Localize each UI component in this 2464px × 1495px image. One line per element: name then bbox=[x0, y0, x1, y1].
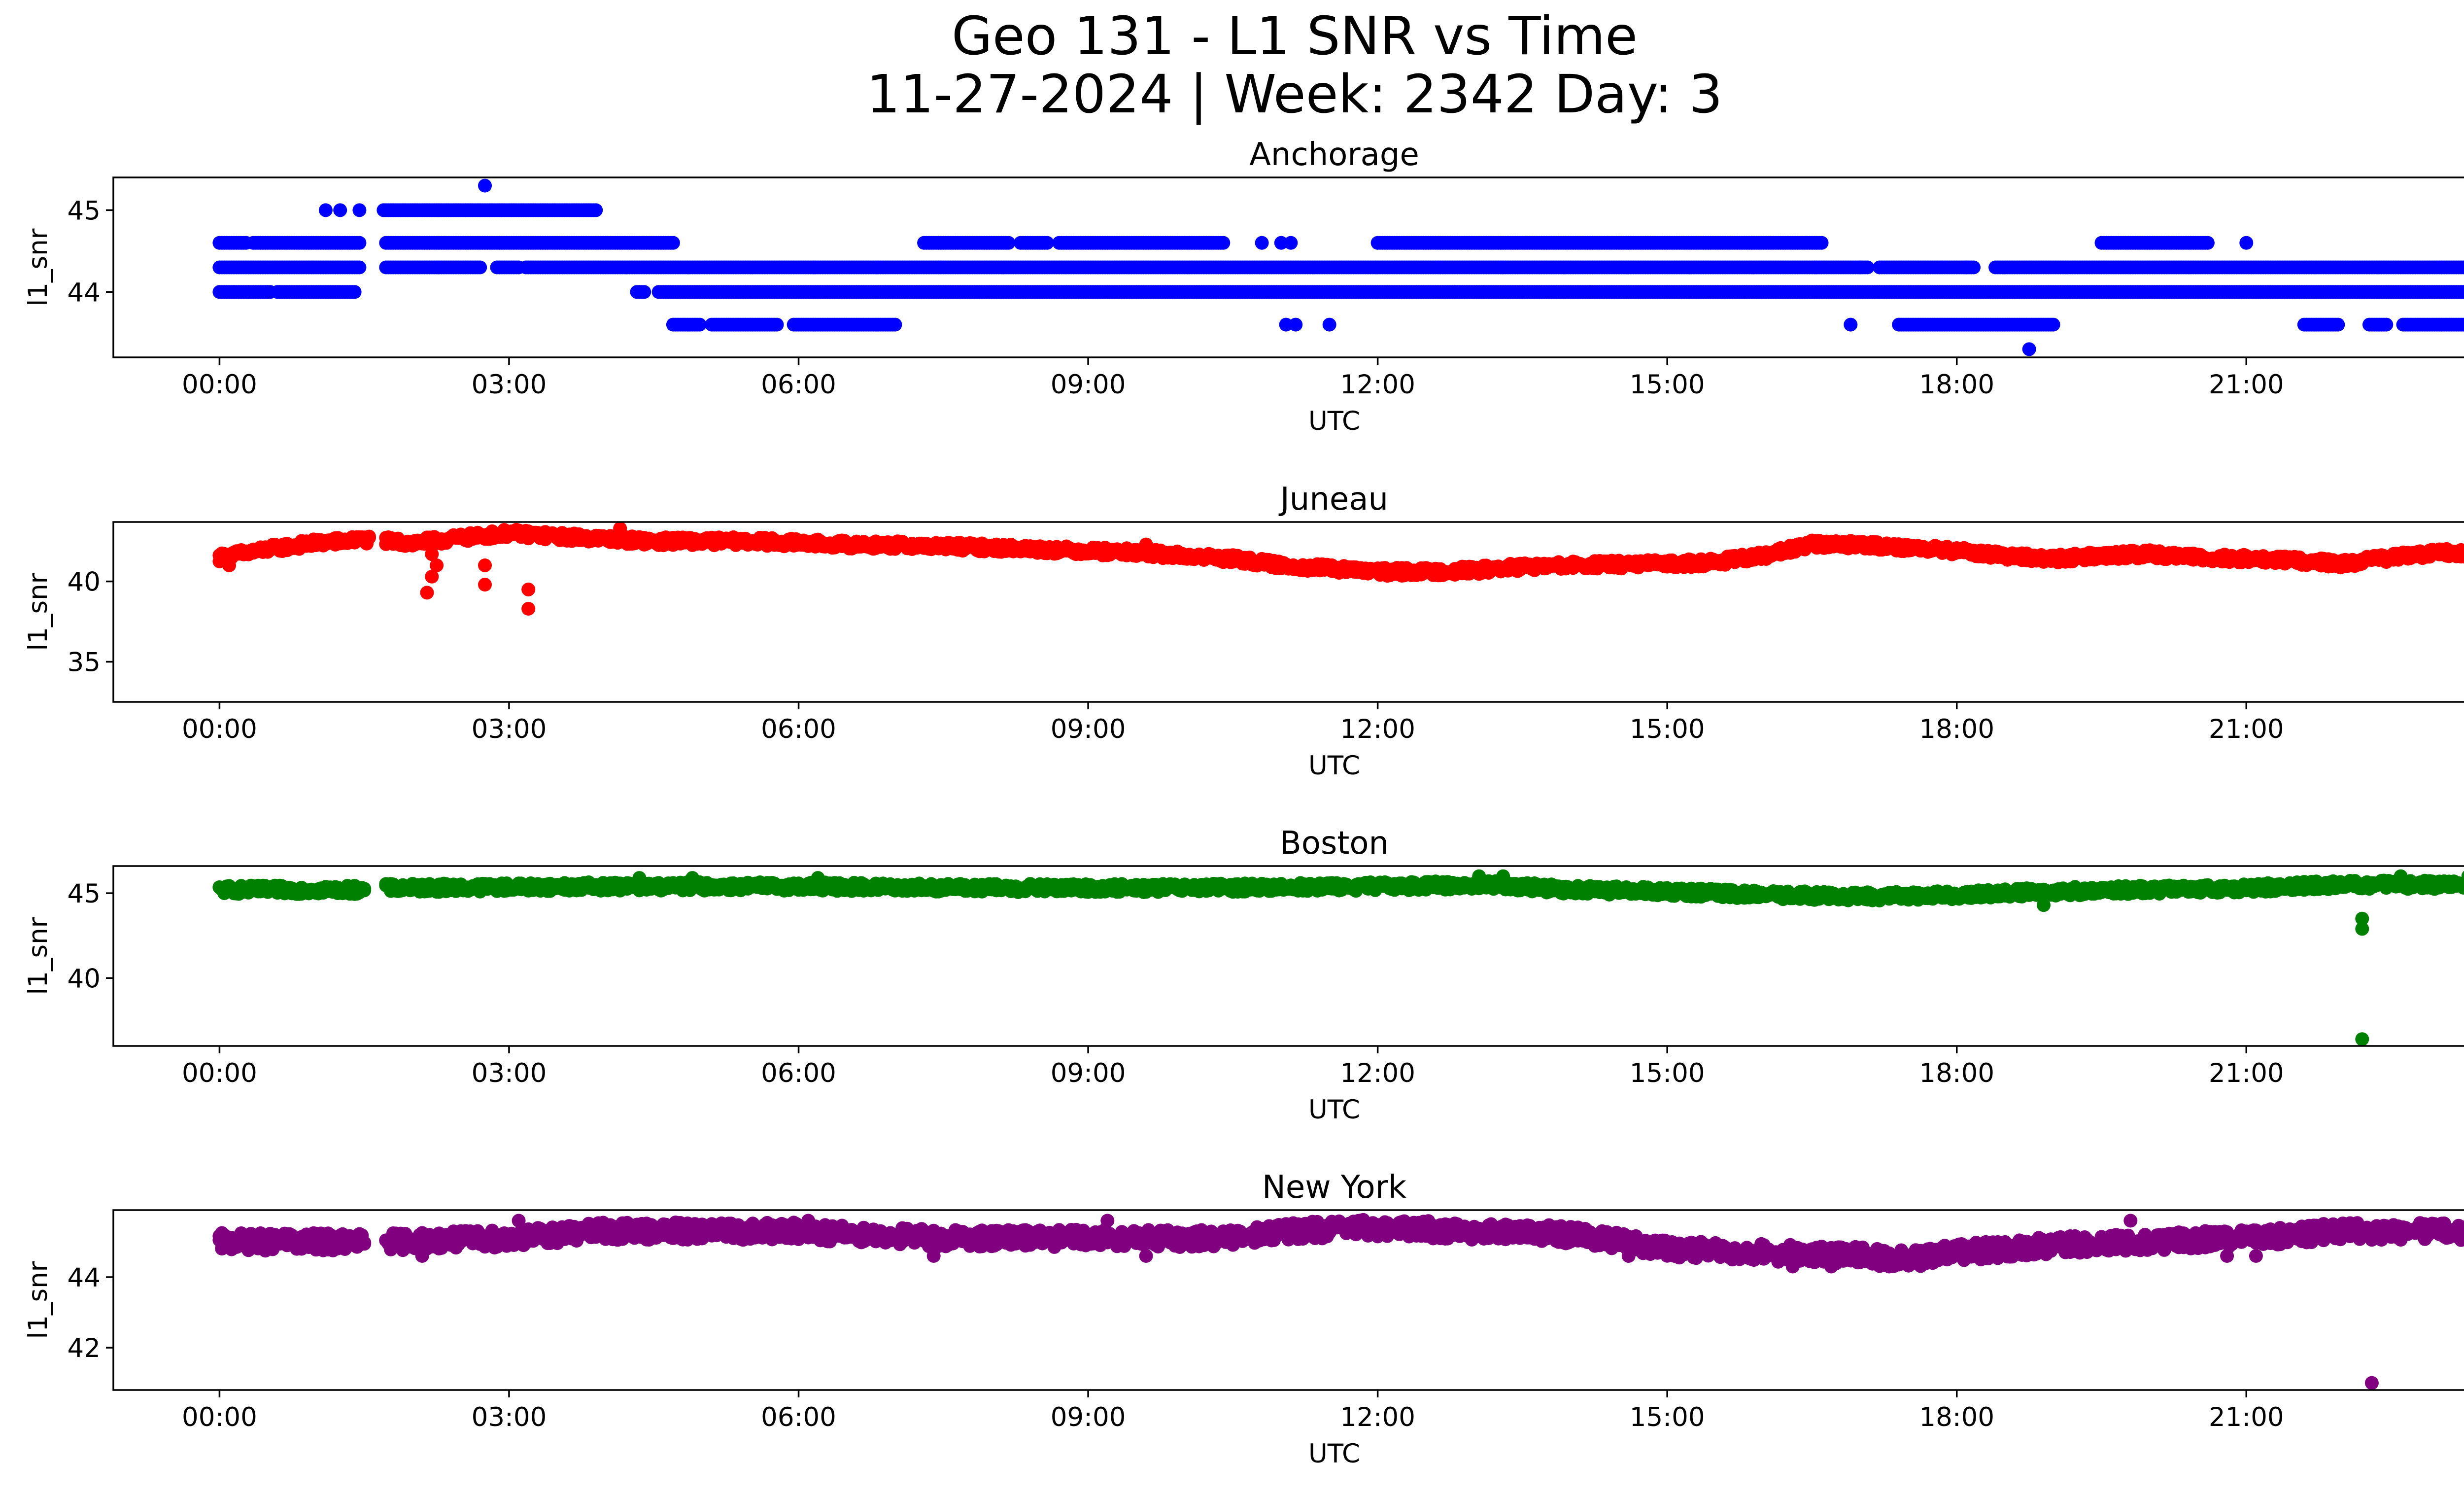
data-point bbox=[692, 317, 707, 332]
data-point bbox=[318, 203, 333, 217]
data-point bbox=[1139, 537, 1153, 552]
x-tick-label: 12:00 bbox=[1340, 370, 1415, 400]
x-tick-label: 00:00 bbox=[182, 370, 257, 400]
data-point bbox=[430, 558, 444, 572]
data-point bbox=[2461, 319, 2464, 330]
x-tick-label: 03:00 bbox=[472, 714, 547, 744]
x-tick-label: 18:00 bbox=[1919, 370, 1994, 400]
data-point bbox=[222, 558, 236, 572]
x-tick-label: 03:00 bbox=[472, 370, 547, 400]
data-point bbox=[473, 260, 487, 275]
x-tick-label: 15:00 bbox=[1630, 714, 1705, 744]
data-point bbox=[1959, 260, 1974, 275]
data-point bbox=[1844, 317, 1858, 332]
data-series bbox=[212, 178, 2464, 356]
data-point bbox=[2046, 317, 2060, 332]
data-point bbox=[1274, 236, 1288, 250]
data-point bbox=[425, 547, 439, 561]
data-point bbox=[1289, 317, 1303, 332]
data-point bbox=[241, 285, 256, 299]
data-point bbox=[1284, 236, 1298, 250]
figure-title-line-1: Geo 131 - L1 SNR vs Time bbox=[952, 6, 1638, 67]
data-point bbox=[651, 285, 666, 299]
data-point bbox=[2200, 236, 2215, 250]
data-point bbox=[1583, 285, 1597, 299]
subplot-title: Juneau bbox=[1278, 481, 1388, 518]
x-tick-label: 00:00 bbox=[182, 714, 257, 744]
x-tick-label: 21:00 bbox=[2209, 370, 2284, 400]
data-series bbox=[212, 869, 2464, 1046]
data-point bbox=[362, 530, 376, 545]
axes-frame bbox=[112, 521, 2464, 703]
x-tick-label: 12:00 bbox=[1340, 714, 1415, 744]
y-axis-label: l1_snr bbox=[23, 228, 53, 306]
anchorage-subplot: Anchorage 00:00 03:00 06:00 09:00 12:00 15:00 1… bbox=[23, 137, 2464, 436]
data-point bbox=[589, 203, 603, 217]
juneau-subplot: Juneau 00:00 03:00 06:00 09:00 12:00 15:00 18:0… bbox=[23, 481, 2464, 781]
data-point bbox=[347, 285, 362, 299]
axes-frame bbox=[112, 176, 2464, 358]
data-point bbox=[272, 285, 286, 299]
data-point bbox=[1814, 236, 1829, 250]
x-tick-label: 09:00 bbox=[1051, 370, 1126, 400]
subplot-title: Anchorage bbox=[1249, 137, 1419, 173]
data-point bbox=[1448, 285, 1462, 299]
data-point bbox=[632, 285, 647, 299]
data-point bbox=[888, 317, 902, 332]
data-point bbox=[425, 569, 439, 584]
data-point bbox=[2022, 342, 2036, 356]
data-point bbox=[521, 582, 536, 596]
y-tick-label: 35 bbox=[68, 648, 101, 678]
x-axis-label: UTC bbox=[1308, 751, 1360, 781]
data-point bbox=[1853, 260, 1867, 275]
data-point bbox=[357, 883, 372, 898]
y-axis-label: l1_snr bbox=[23, 573, 53, 651]
y-tick-label: 45 bbox=[68, 196, 101, 226]
subplot-title: Boston bbox=[1280, 825, 1389, 862]
data-point bbox=[2461, 262, 2464, 273]
data-point bbox=[478, 558, 492, 572]
data-point bbox=[420, 586, 434, 600]
data-point bbox=[352, 203, 367, 217]
data-point bbox=[1737, 285, 1751, 299]
data-point bbox=[1040, 236, 1054, 250]
y-tick-label: 44 bbox=[68, 278, 101, 308]
data-point bbox=[478, 578, 492, 592]
data-point bbox=[2461, 286, 2464, 298]
data-point bbox=[1477, 285, 1491, 299]
data-point bbox=[352, 260, 367, 275]
data-point bbox=[521, 602, 536, 616]
data-point bbox=[2331, 317, 2345, 332]
x-axis-label: UTC bbox=[1308, 406, 1360, 436]
data-point bbox=[2239, 236, 2254, 250]
figure-title-line-2: 11-27-2024 | Week: 2342 Day: 3 bbox=[866, 64, 1722, 125]
x-tick-label: 09:00 bbox=[1051, 714, 1126, 744]
data-point bbox=[2461, 551, 2464, 562]
x-tick-label: 18:00 bbox=[1919, 714, 1994, 744]
data-point bbox=[770, 317, 784, 332]
data-point bbox=[1001, 236, 1016, 250]
data-point bbox=[1515, 285, 1530, 299]
data-point bbox=[666, 236, 680, 250]
data-point bbox=[478, 178, 492, 193]
data-point bbox=[1322, 317, 1336, 332]
data-point bbox=[352, 236, 367, 250]
x-tick-label: 06:00 bbox=[761, 714, 836, 744]
data-point bbox=[227, 285, 241, 299]
x-tick-label: 21:00 bbox=[2209, 714, 2284, 744]
x-tick-label: 06:00 bbox=[761, 370, 836, 400]
data-series bbox=[212, 522, 2464, 616]
data-point bbox=[1255, 236, 1269, 250]
x-tick-label: 15:00 bbox=[1630, 370, 1705, 400]
data-point bbox=[2379, 317, 2394, 332]
data-point bbox=[613, 522, 627, 535]
data-point bbox=[1216, 236, 1231, 250]
data-point bbox=[1279, 317, 1293, 332]
y-tick-label: 40 bbox=[68, 567, 101, 597]
data-point bbox=[333, 203, 347, 217]
data-point bbox=[261, 285, 275, 299]
